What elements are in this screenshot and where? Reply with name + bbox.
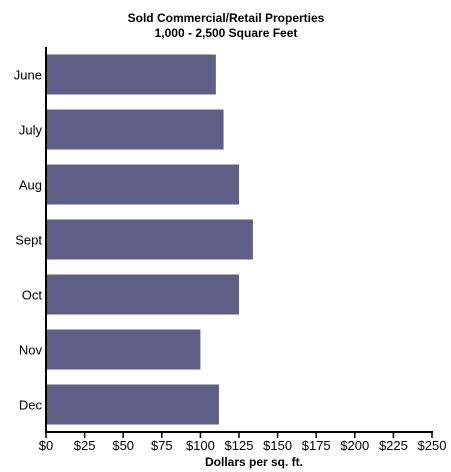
bars-group [46, 54, 253, 425]
bar-dec [46, 384, 219, 425]
bar-nov [46, 329, 201, 370]
x-tick-label: $200 [340, 438, 369, 453]
category-labels: June July Aug Sept Oct Nov Dec [14, 68, 43, 413]
x-axis-ticks: $0 $25 $50 $75 $100 $125 $150 $175 $200 $225 $250 [39, 432, 447, 453]
category-label-dec: Dec [19, 398, 43, 413]
x-tick-label: $25 [74, 438, 96, 453]
x-tick-label: $75 [151, 438, 173, 453]
category-label-july: July [19, 123, 43, 138]
bar-june [46, 54, 216, 95]
x-tick-label: $50 [112, 438, 134, 453]
category-label-june: June [14, 68, 42, 83]
category-label-nov: Nov [19, 343, 43, 358]
x-tick-label: $125 [225, 438, 254, 453]
chart-subtitle: 1,000 - 2,500 Square Feet [155, 26, 298, 40]
x-tick-label: $150 [263, 438, 292, 453]
bar-aug [46, 164, 239, 205]
bar-oct [46, 274, 239, 315]
x-tick-label: $175 [302, 438, 331, 453]
x-tick-label: $250 [418, 438, 447, 453]
bar-july [46, 109, 224, 150]
x-tick-label: $225 [379, 438, 408, 453]
bar-sept [46, 219, 253, 260]
category-label-sept: Sept [15, 233, 42, 248]
x-axis-title: Dollars per sq. ft. [205, 455, 303, 469]
category-label-oct: Oct [22, 288, 43, 303]
chart-title: Sold Commercial/Retail Properties [128, 11, 325, 25]
x-tick-label: $100 [186, 438, 215, 453]
x-tick-label: $0 [39, 438, 53, 453]
category-label-aug: Aug [19, 178, 42, 193]
